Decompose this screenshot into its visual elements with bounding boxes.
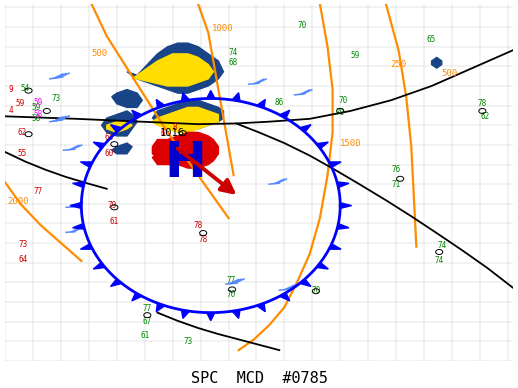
Polygon shape — [279, 110, 290, 118]
Polygon shape — [152, 143, 172, 154]
Text: 500: 500 — [441, 69, 457, 78]
Text: 6: 6 — [160, 128, 165, 138]
Text: 59: 59 — [34, 97, 43, 107]
Polygon shape — [73, 223, 84, 229]
Text: 74: 74 — [229, 48, 238, 57]
Polygon shape — [93, 263, 105, 269]
Polygon shape — [156, 303, 165, 312]
Polygon shape — [102, 111, 137, 136]
Text: 70: 70 — [297, 21, 307, 30]
Text: 73: 73 — [18, 240, 27, 249]
Polygon shape — [232, 310, 240, 319]
Text: 250: 250 — [391, 60, 407, 69]
Text: 64: 64 — [105, 133, 114, 142]
Polygon shape — [152, 150, 183, 165]
Polygon shape — [132, 293, 142, 301]
Polygon shape — [93, 142, 105, 149]
Text: 74: 74 — [437, 241, 447, 250]
Polygon shape — [181, 310, 190, 319]
Text: 77: 77 — [34, 187, 43, 196]
Polygon shape — [329, 162, 341, 167]
Text: 64: 64 — [18, 255, 27, 263]
Polygon shape — [337, 223, 349, 229]
Polygon shape — [337, 182, 349, 187]
Polygon shape — [107, 122, 132, 132]
Polygon shape — [112, 90, 142, 107]
Text: 76: 76 — [392, 165, 401, 174]
Text: 61: 61 — [140, 331, 149, 340]
Polygon shape — [132, 110, 142, 118]
Text: 74: 74 — [435, 256, 444, 265]
Polygon shape — [152, 100, 223, 129]
Text: H: H — [164, 139, 206, 187]
Polygon shape — [152, 132, 219, 168]
Polygon shape — [110, 125, 122, 132]
Polygon shape — [316, 142, 328, 149]
Polygon shape — [156, 99, 165, 108]
Polygon shape — [207, 313, 215, 320]
Text: 79: 79 — [107, 201, 117, 210]
Polygon shape — [299, 125, 311, 132]
Text: 73: 73 — [183, 337, 193, 346]
Polygon shape — [256, 99, 265, 108]
Text: 70: 70 — [311, 286, 321, 294]
Polygon shape — [340, 203, 352, 208]
Text: 59: 59 — [16, 99, 25, 108]
Text: 86: 86 — [275, 97, 284, 107]
Polygon shape — [132, 54, 213, 86]
Text: SPC  MCD  #0785: SPC MCD #0785 — [191, 371, 327, 386]
Polygon shape — [181, 93, 190, 101]
Text: 4: 4 — [9, 106, 13, 116]
Text: 70: 70 — [338, 96, 348, 105]
Text: 71: 71 — [392, 180, 401, 189]
Text: 61: 61 — [110, 217, 119, 226]
Text: 2000: 2000 — [7, 197, 28, 206]
Polygon shape — [256, 303, 265, 312]
Polygon shape — [80, 244, 93, 249]
Polygon shape — [279, 293, 290, 301]
Text: 70: 70 — [336, 108, 345, 117]
Polygon shape — [152, 107, 219, 132]
Text: 60: 60 — [105, 149, 114, 158]
Polygon shape — [73, 182, 84, 187]
Text: 55: 55 — [17, 149, 26, 158]
Polygon shape — [110, 279, 122, 286]
Polygon shape — [299, 279, 311, 286]
Polygon shape — [70, 203, 81, 208]
Polygon shape — [316, 263, 328, 269]
Text: 58: 58 — [34, 110, 43, 119]
Polygon shape — [431, 57, 442, 68]
Text: 73: 73 — [51, 94, 61, 103]
Polygon shape — [112, 143, 132, 154]
Text: 59: 59 — [31, 103, 40, 112]
Text: 59: 59 — [351, 51, 360, 60]
Text: 67: 67 — [142, 317, 152, 326]
Text: 500: 500 — [91, 49, 107, 58]
Text: 58: 58 — [31, 114, 40, 123]
Text: 78: 78 — [198, 235, 208, 244]
Text: 77: 77 — [142, 303, 152, 312]
Text: 62: 62 — [480, 112, 490, 121]
Text: 65: 65 — [427, 35, 436, 44]
Polygon shape — [232, 93, 240, 101]
Polygon shape — [329, 244, 341, 249]
Text: 1016: 1016 — [160, 128, 185, 138]
Text: 62: 62 — [17, 128, 26, 137]
Text: 78: 78 — [478, 99, 487, 108]
Text: 78: 78 — [193, 222, 203, 230]
Text: 1500: 1500 — [340, 139, 361, 148]
Text: 68: 68 — [229, 58, 238, 67]
Polygon shape — [80, 162, 93, 167]
Text: 77: 77 — [226, 276, 236, 285]
Polygon shape — [207, 90, 215, 99]
Text: 8: 8 — [173, 123, 178, 132]
Text: 9: 9 — [9, 85, 13, 94]
Text: 1000: 1000 — [212, 24, 233, 33]
Text: 54: 54 — [21, 84, 30, 94]
Text: 70: 70 — [226, 289, 236, 299]
Polygon shape — [127, 43, 223, 93]
